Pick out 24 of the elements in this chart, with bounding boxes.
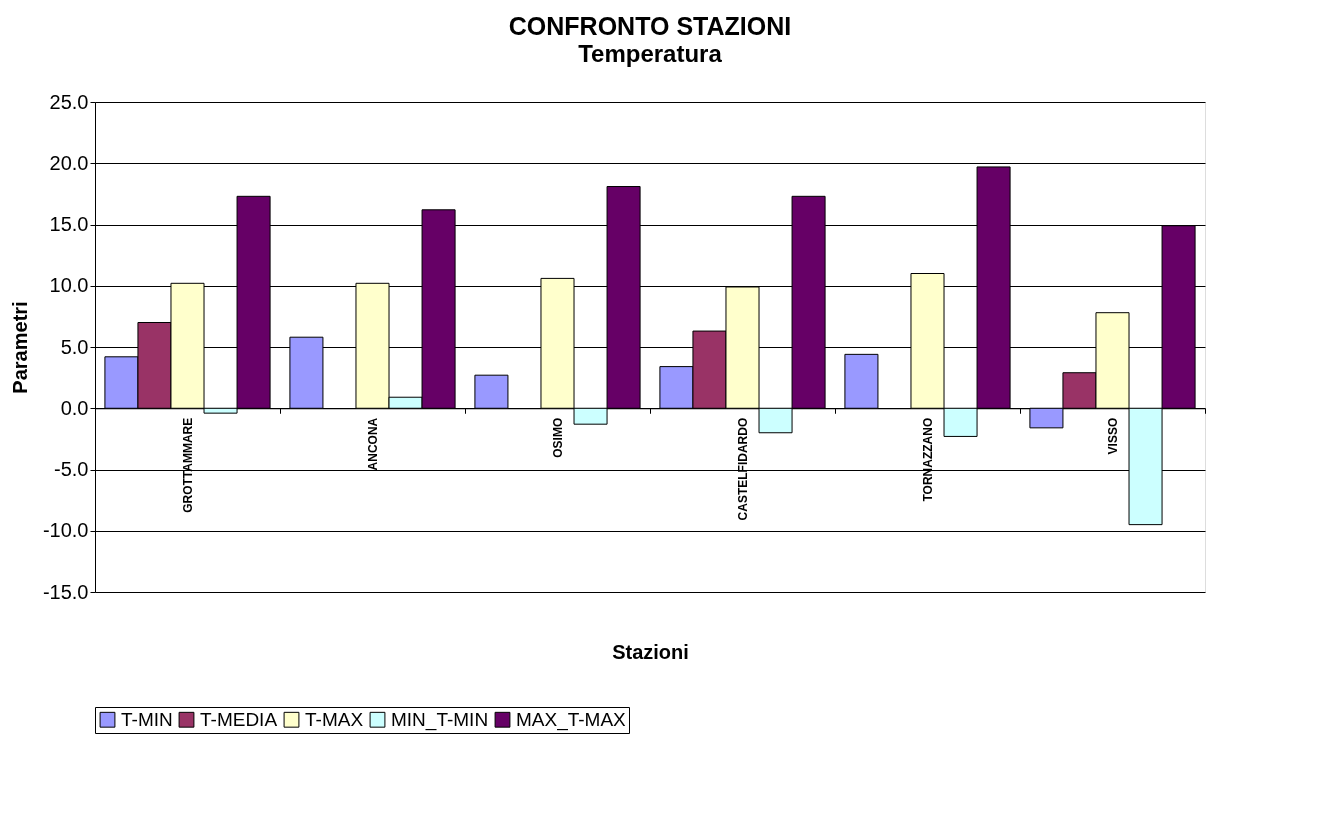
y-tick-label: -5.0 (54, 458, 89, 480)
y-axis-title: Parametri (8, 301, 31, 394)
y-tick-label: -15.0 (42, 580, 89, 603)
y-tick-label: 15.0 (49, 213, 89, 235)
x-tick-label: GROTTAMMARE (181, 417, 195, 513)
y-tick-label: 25.0 (49, 90, 89, 113)
y-tick-label: -10.0 (42, 519, 89, 542)
legend-label: MAX_T-MAX (516, 708, 627, 731)
x-axis-title: Stazioni (612, 640, 689, 663)
legend-label: T-MAX (305, 708, 364, 730)
x-tick-label: ANCONA (366, 417, 380, 471)
chart-title: CONFRONTO STAZIONI (508, 12, 792, 40)
legend-label: T-MIN (121, 708, 173, 730)
y-tick-label: 5.0 (60, 335, 89, 358)
legend-label: MIN_T-MIN (391, 708, 489, 731)
x-tick-label: VISSO (1106, 417, 1120, 455)
x-tick-label: CASTELFIDARDO (736, 417, 750, 521)
y-tick-label: 10.0 (49, 274, 89, 297)
chart-subtitle: Temperatura (578, 40, 723, 67)
legend-label: T-MEDIA (200, 708, 278, 730)
x-tick-label: TORNAZZANO (921, 417, 935, 502)
y-tick-label: 0.0 (60, 396, 89, 419)
y-tick-label: 20.0 (49, 151, 89, 174)
x-tick-label: OSIMO (551, 417, 565, 458)
